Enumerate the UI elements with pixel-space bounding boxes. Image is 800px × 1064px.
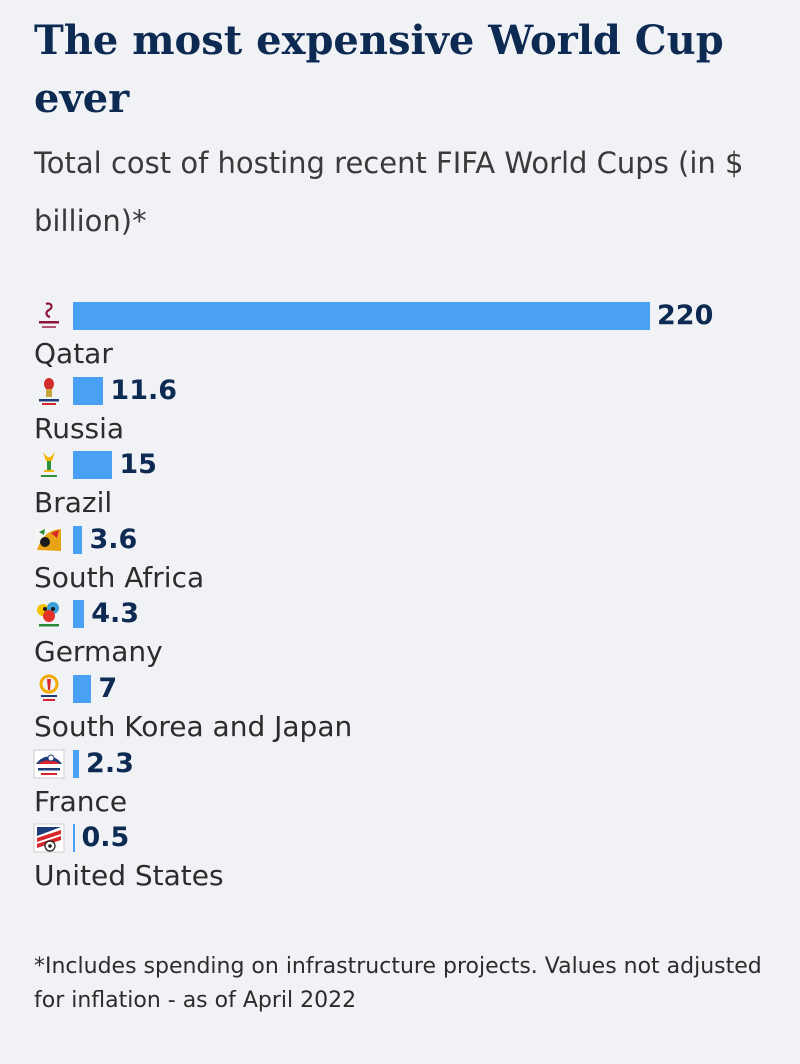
chart-subtitle: Total cost of hosting recent FIFA World … [34,146,744,238]
bar [73,675,92,703]
bar-row: 4.3 Germany [0,598,800,672]
bar [73,525,83,554]
category-label: France [34,784,128,818]
bar [73,749,80,778]
category-label: United States [34,859,224,893]
category-label: South Africa [34,560,205,594]
category-label: South Korea and Japan [34,710,353,743]
bar-row: 2.3 France [0,748,800,822]
bar [73,824,75,853]
data-label: 220 [657,300,714,331]
category-label: Brazil [34,486,113,520]
bar [73,451,113,480]
bar-row: 0.5 United States [0,822,800,896]
data-label: 7 [98,673,118,704]
bar-row: 3.6 South Africa [0,524,800,598]
category-label: Russia [34,411,125,445]
germany-2006-logo-icon [33,598,65,630]
bar [73,600,85,629]
qatar-2022-logo-icon [33,300,65,332]
bar [73,302,650,330]
data-label: 3.6 [89,523,138,555]
brazil-2014-logo-icon [33,449,65,481]
category-label: Qatar [34,337,113,370]
data-label: 11.6 [110,374,178,406]
bar [73,376,104,405]
bar-row: 11.6 Russia [0,375,800,449]
france-1998-logo-icon [33,748,65,780]
russia-2018-logo-icon [33,375,65,407]
data-label: 15 [119,449,157,481]
bar-row: 220 Qatar [0,300,800,374]
korea-japan-2002-logo-icon [33,673,65,705]
bar-chart: 220 Qatar 11.6 Russia 15 Brazil 3.6 South Afric… [0,300,800,920]
chart-footnote: *Includes spending on infrastructure pro… [34,954,762,1013]
data-label: 4.3 [91,598,140,630]
data-label: 2.3 [86,747,134,779]
category-label: Germany [34,635,163,669]
chart-title: The most expensive World Cup ever [34,17,724,122]
bar-row: 7 South Korea and Japan [0,673,800,747]
bar-row: 15 Brazil [0,449,800,523]
south-africa-2010-logo-icon [33,524,65,556]
data-label: 0.5 [81,822,130,854]
usa-1994-logo-icon [33,822,65,854]
